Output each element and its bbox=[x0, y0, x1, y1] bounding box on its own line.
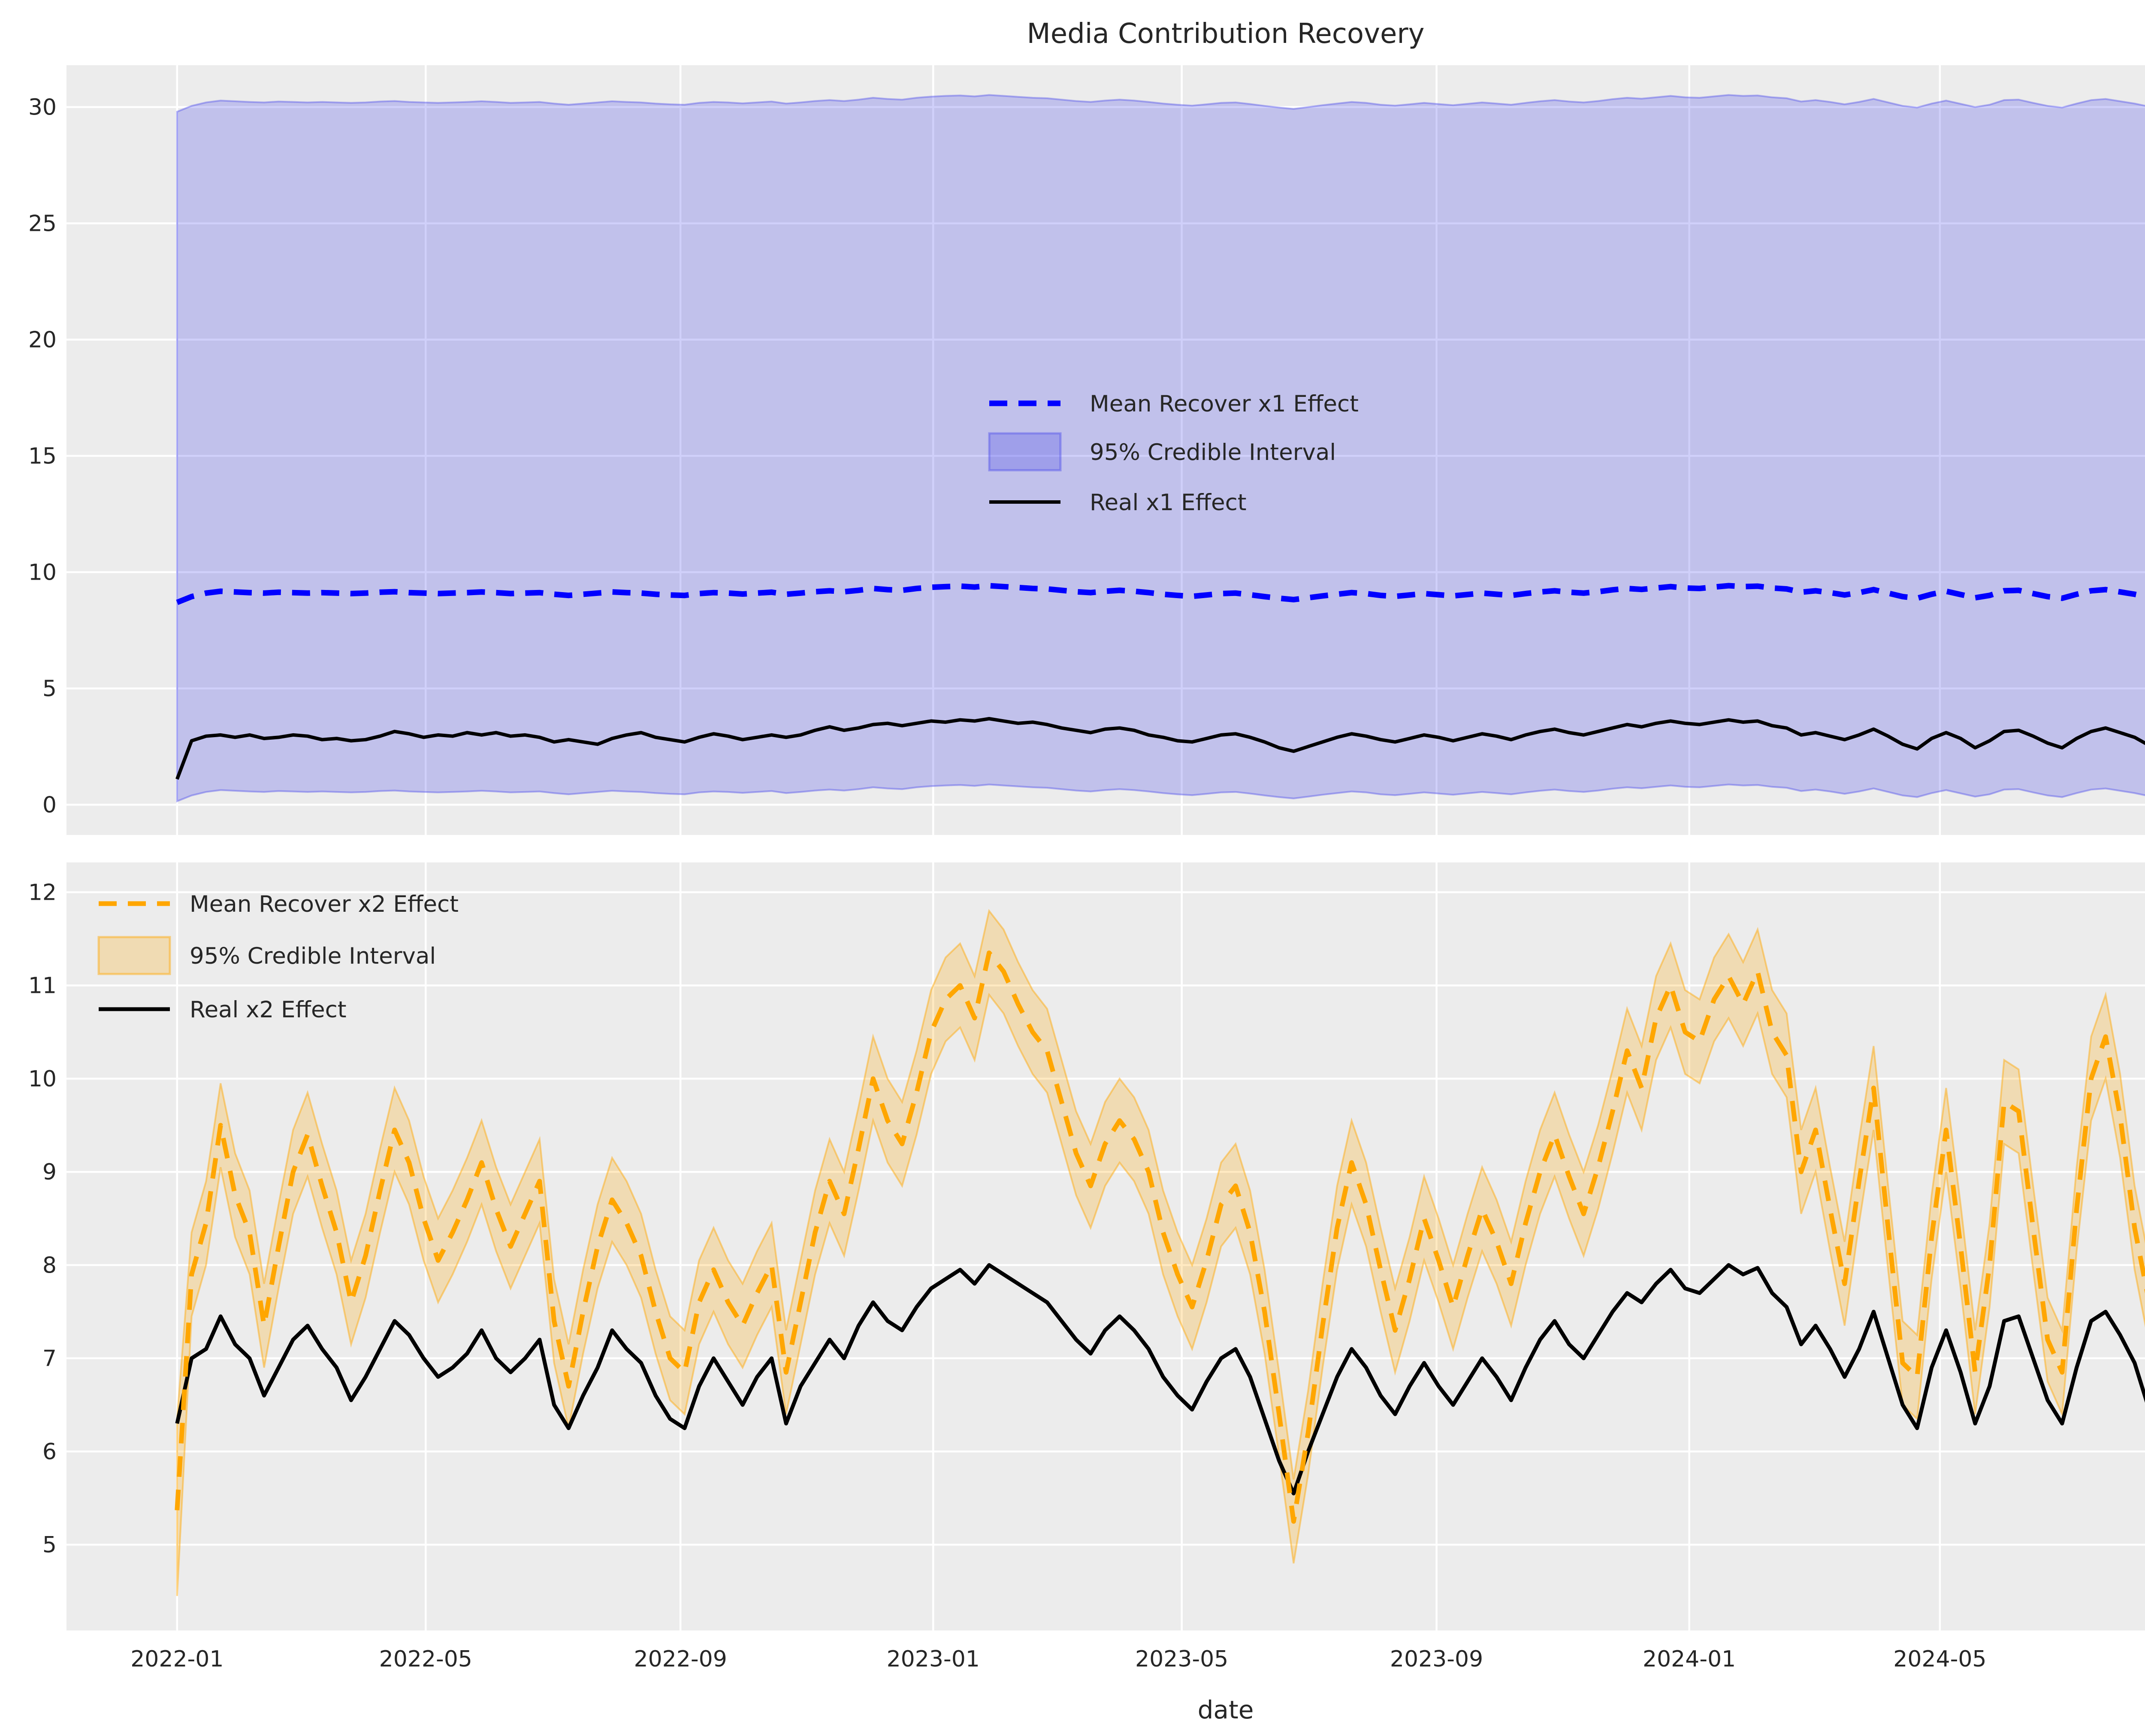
subplot-x1: 0 5 10 15 20 25 30 Mean Recover x1 Effect 95% … bbox=[28, 65, 2145, 835]
legend-x2-mean-label: Mean Recover x2 Effect bbox=[190, 891, 459, 917]
plot-layer-x2 bbox=[175, 909, 2145, 1596]
ytick-label: 30 bbox=[28, 95, 57, 121]
ytick-label: 15 bbox=[28, 444, 57, 469]
x1-credible-band bbox=[176, 94, 2145, 803]
plot-area-x1 bbox=[66, 65, 2145, 835]
legend-x2-band-label: 95% Credible Interval bbox=[190, 943, 436, 969]
ytick-label: 6 bbox=[42, 1439, 57, 1465]
legend-x1-band-label: 95% Credible Interval bbox=[1090, 439, 1336, 466]
ytick-label: 20 bbox=[28, 327, 57, 353]
legend-x1: Mean Recover x1 Effect 95% Credible Inte… bbox=[988, 391, 1359, 516]
ytick-label: 0 bbox=[42, 792, 57, 818]
x-axis-label: date bbox=[1198, 1695, 1254, 1724]
chart-title: Media Contribution Recovery bbox=[1027, 18, 1424, 50]
ytick-label: 10 bbox=[28, 1066, 57, 1092]
xtick-label: 2022-01 bbox=[130, 1646, 224, 1672]
xtick-label: 2022-09 bbox=[634, 1646, 727, 1672]
xticks: 2022-01 2022-05 2022-09 2023-01 2023-05 2023-… bbox=[130, 1646, 1986, 1672]
x2-credible-band bbox=[176, 909, 2145, 1596]
ytick-label: 5 bbox=[42, 1532, 57, 1558]
x1-real-line bbox=[175, 717, 2145, 780]
subplot-x2: 5 6 7 8 9 10 11 12 2022-01 2022-05 2022-09 2023-01… bbox=[28, 862, 2145, 1672]
xtick-label: 2024-01 bbox=[1643, 1646, 1736, 1672]
x2-real-line bbox=[175, 1263, 2145, 1496]
xtick-label: 2023-05 bbox=[1135, 1646, 1228, 1672]
legend-x2-band-swatch bbox=[97, 936, 171, 975]
xtick-label: 2023-01 bbox=[887, 1646, 980, 1672]
grid-x2 bbox=[66, 862, 2145, 1630]
xtick-label: 2023-09 bbox=[1390, 1646, 1483, 1672]
legend-x1-band-swatch bbox=[988, 432, 1062, 472]
yticks-x1: 0 5 10 15 20 25 30 bbox=[28, 95, 57, 818]
legend-x2-real-label: Real x2 Effect bbox=[190, 997, 347, 1023]
ytick-label: 8 bbox=[42, 1252, 57, 1278]
ytick-label: 5 bbox=[42, 676, 57, 702]
ytick-label: 12 bbox=[28, 880, 57, 906]
legend-x1-mean-label: Mean Recover x1 Effect bbox=[1090, 391, 1359, 417]
ytick-label: 25 bbox=[28, 211, 57, 237]
x2-mean-line bbox=[175, 950, 2145, 1524]
xtick-label: 2022-05 bbox=[379, 1646, 472, 1672]
xtick-label: 2024-05 bbox=[1893, 1646, 1986, 1672]
ytick-label: 7 bbox=[42, 1346, 57, 1372]
ytick-label: 9 bbox=[42, 1159, 57, 1185]
plot-layer-x1 bbox=[175, 94, 2145, 803]
legend-x1-real-label: Real x1 Effect bbox=[1090, 490, 1247, 516]
grid-x1 bbox=[66, 65, 2145, 835]
ytick-label: 11 bbox=[28, 973, 57, 999]
ytick-label: 10 bbox=[28, 560, 57, 586]
x1-mean-line bbox=[176, 583, 2145, 605]
legend-x2: Mean Recover x2 Effect 95% Credible Inte… bbox=[97, 891, 459, 1023]
yticks-x2: 5 6 7 8 9 10 11 12 bbox=[28, 880, 57, 1558]
plot-area-x2 bbox=[66, 862, 2145, 1630]
